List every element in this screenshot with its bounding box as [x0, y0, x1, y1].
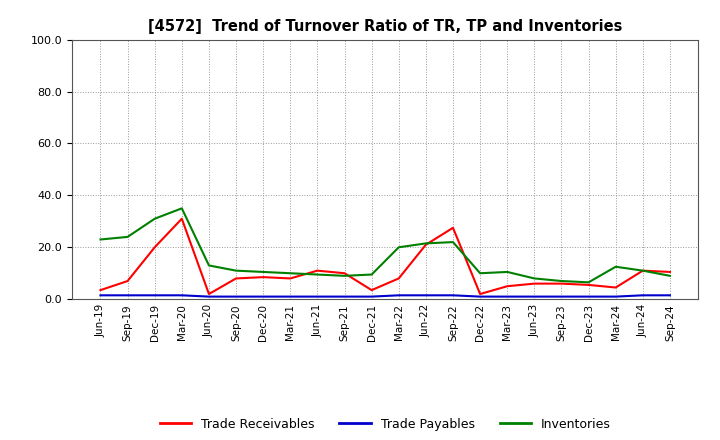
Trade Payables [395, 293, 403, 298]
Inventories [584, 280, 593, 285]
Trade Payables [639, 293, 647, 298]
Inventories [530, 276, 539, 281]
Inventories [232, 268, 240, 273]
Trade Receivables [449, 225, 457, 231]
Inventories [639, 268, 647, 273]
Trade Receivables [611, 285, 620, 290]
Trade Receivables [503, 284, 511, 289]
Trade Payables [665, 293, 674, 298]
Trade Receivables [665, 269, 674, 275]
Trade Receivables [204, 291, 213, 297]
Trade Payables [476, 294, 485, 299]
Trade Payables [584, 294, 593, 299]
Trade Payables [123, 293, 132, 298]
Trade Receivables [286, 276, 294, 281]
Trade Receivables [584, 282, 593, 288]
Inventories [449, 239, 457, 245]
Trade Payables [341, 294, 349, 299]
Trade Receivables [530, 281, 539, 286]
Trade Payables [313, 294, 322, 299]
Trade Receivables [178, 216, 186, 221]
Legend: Trade Receivables, Trade Payables, Inventories: Trade Receivables, Trade Payables, Inven… [155, 413, 616, 436]
Trade Receivables [476, 291, 485, 297]
Title: [4572]  Trend of Turnover Ratio of TR, TP and Inventories: [4572] Trend of Turnover Ratio of TR, TP… [148, 19, 622, 34]
Line: Inventories: Inventories [101, 208, 670, 282]
Trade Receivables [639, 268, 647, 273]
Trade Payables [232, 294, 240, 299]
Inventories [476, 271, 485, 276]
Trade Payables [557, 294, 566, 299]
Trade Payables [286, 294, 294, 299]
Trade Payables [421, 293, 430, 298]
Inventories [421, 241, 430, 246]
Inventories [665, 273, 674, 279]
Trade Payables [150, 293, 159, 298]
Inventories [503, 269, 511, 275]
Trade Payables [503, 294, 511, 299]
Inventories [204, 263, 213, 268]
Inventories [178, 205, 186, 211]
Inventories [313, 272, 322, 277]
Trade Receivables [367, 287, 376, 293]
Trade Payables [611, 294, 620, 299]
Trade Receivables [557, 281, 566, 286]
Trade Receivables [150, 245, 159, 250]
Inventories [557, 279, 566, 284]
Inventories [341, 273, 349, 279]
Inventories [259, 269, 268, 275]
Inventories [395, 245, 403, 250]
Trade Receivables [123, 279, 132, 284]
Inventories [123, 234, 132, 239]
Trade Receivables [96, 287, 105, 293]
Inventories [611, 264, 620, 269]
Line: Trade Payables: Trade Payables [101, 295, 670, 297]
Trade Payables [178, 293, 186, 298]
Trade Payables [530, 294, 539, 299]
Trade Payables [449, 293, 457, 298]
Trade Payables [367, 294, 376, 299]
Inventories [96, 237, 105, 242]
Trade Receivables [259, 275, 268, 280]
Trade Receivables [421, 242, 430, 247]
Trade Receivables [395, 276, 403, 281]
Trade Receivables [232, 276, 240, 281]
Trade Receivables [313, 268, 322, 273]
Trade Payables [96, 293, 105, 298]
Line: Trade Receivables: Trade Receivables [101, 219, 670, 294]
Inventories [367, 272, 376, 277]
Trade Receivables [341, 271, 349, 276]
Trade Payables [259, 294, 268, 299]
Inventories [286, 271, 294, 276]
Inventories [150, 216, 159, 221]
Trade Payables [204, 294, 213, 299]
